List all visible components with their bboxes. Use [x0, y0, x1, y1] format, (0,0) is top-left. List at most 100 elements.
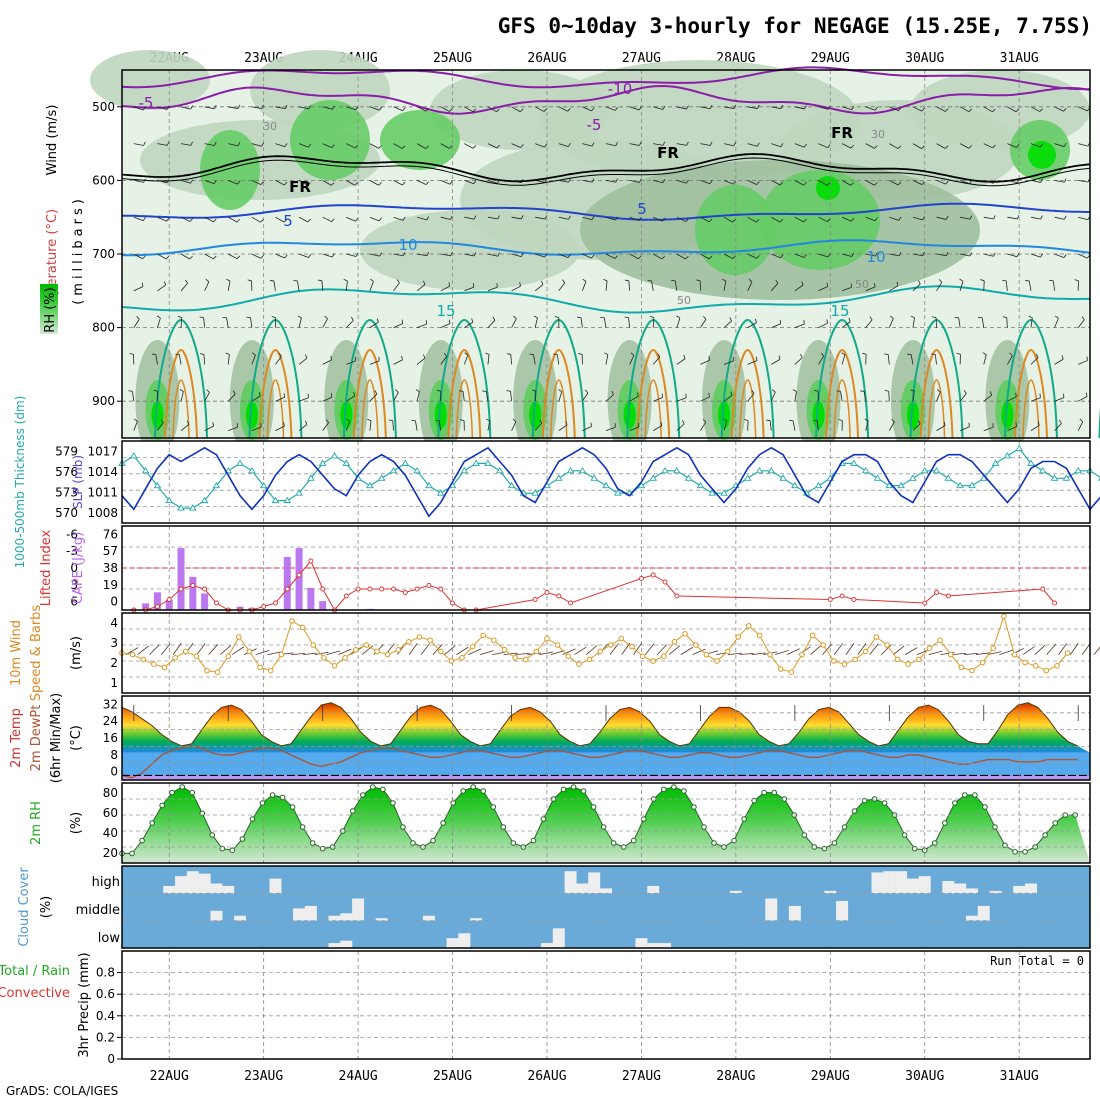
wind-barb — [298, 424, 308, 431]
wind10m-barb — [314, 651, 329, 655]
rh2m-line-marker — [500, 824, 507, 830]
wind-barb-flag — [544, 253, 548, 258]
wind10m-line-marker — [979, 659, 986, 666]
wind-barb-flag — [708, 356, 710, 361]
wind-barb-flag — [450, 251, 453, 256]
wind-barb — [889, 180, 899, 186]
rh-blob — [360, 210, 580, 290]
wind10m-line-marker — [342, 655, 348, 661]
contour-25 — [730, 348, 765, 439]
thickness-marker — [873, 474, 882, 481]
cape-series — [131, 548, 1058, 613]
wind-barb — [605, 143, 616, 147]
wind10m-barb — [609, 643, 619, 655]
wind-barb — [440, 356, 448, 365]
label-cloud-unit: (%) — [39, 896, 54, 919]
wind-barb — [464, 253, 475, 257]
lifted-index-marker — [839, 593, 845, 599]
wind-barb — [841, 143, 852, 149]
wind-barb — [605, 394, 614, 402]
thickness-marker — [767, 466, 776, 474]
thickness-marker — [271, 496, 280, 504]
wind-barb — [203, 317, 206, 328]
thickness-marker — [614, 489, 622, 496]
wind-barb-flag — [1058, 419, 1062, 424]
wind-barb-flag — [709, 180, 713, 184]
wind-barb-flag — [702, 418, 707, 423]
wind-barb — [487, 253, 498, 257]
wind-barb — [769, 420, 772, 431]
wind-barb — [510, 354, 512, 365]
wind-barb-flag — [473, 180, 477, 184]
lifted-index-marker — [273, 600, 278, 606]
wind10m-barb — [338, 648, 352, 655]
temp-tick-label: 8 — [110, 748, 118, 762]
wind-barb — [912, 317, 915, 328]
wind-barb-flag — [723, 418, 728, 422]
wind-barb-flag — [568, 178, 571, 183]
wind-barb — [440, 106, 450, 112]
wind10m-barb — [539, 651, 553, 655]
wind-barb-flag — [425, 145, 429, 149]
temp-tick-label: 0 — [110, 765, 118, 779]
wind10m-line-marker — [321, 655, 327, 661]
lifted-index-marker — [851, 597, 857, 602]
bottom-date-label: 29AUG — [811, 1069, 850, 1084]
wind10m-line-marker — [756, 632, 763, 639]
wind-barb-flag — [1040, 215, 1043, 220]
rh2m-line-marker — [530, 837, 537, 844]
cape-grid — [122, 526, 1090, 610]
top-date-label: 26AUG — [527, 51, 566, 66]
wind-barb-flag — [473, 215, 477, 220]
rh2m-line-marker — [851, 808, 858, 814]
wind-barb — [298, 106, 309, 110]
wind-barb — [747, 360, 758, 365]
cape-bar — [283, 556, 291, 610]
wind-barb-flag — [544, 143, 548, 148]
wind-barb-flag — [485, 352, 490, 355]
lifted-index-marker — [934, 590, 939, 595]
contour-20 — [154, 318, 209, 439]
wind10m-line-marker — [862, 648, 869, 655]
wind-barb-flag — [166, 141, 170, 146]
wind-barb — [1007, 106, 1017, 113]
rh2m-line-marker — [349, 808, 356, 814]
wind-barb-flag — [657, 353, 661, 358]
wind-barb — [369, 180, 379, 186]
label-lifted-index: Lifted Index — [39, 529, 54, 606]
wind-barb — [960, 180, 970, 185]
wind-barb-flag — [153, 389, 158, 392]
wind-barb-flag — [604, 352, 609, 355]
wind10m-line-marker — [310, 642, 317, 648]
wind-barb — [889, 253, 900, 257]
wind-barb-flag — [1049, 279, 1054, 282]
wind-barb — [487, 420, 491, 431]
wind-barb-flag — [800, 353, 803, 358]
wind-barb — [416, 323, 427, 328]
wind-barb — [275, 425, 285, 431]
rh2m-line-marker — [229, 847, 236, 854]
wind-barb-flag — [143, 178, 146, 183]
rh2m-line-marker — [821, 845, 828, 852]
wind-barb — [416, 284, 426, 292]
wind-barb — [912, 283, 921, 292]
contour-label: 15 — [436, 302, 455, 320]
wind-barb-flag — [305, 354, 308, 359]
wind-barb-flag — [650, 315, 655, 319]
cape-bar — [189, 576, 197, 610]
wind-barb-flag — [662, 217, 666, 222]
wind10m-line-marker — [894, 656, 901, 663]
wind10m-barb — [952, 652, 967, 655]
wind-barb-flag — [733, 142, 737, 147]
wind-barb — [133, 216, 144, 222]
wind-barb-flag — [921, 107, 925, 112]
wind-barb — [558, 424, 568, 431]
lifted-index-marker — [296, 572, 302, 578]
wind-barb-flag — [989, 391, 993, 396]
wind10m-barb — [869, 643, 879, 655]
rh2m-line-marker — [149, 820, 155, 826]
wind-barb — [464, 216, 475, 220]
wind-barb — [841, 354, 846, 365]
wind10m-barb — [1093, 646, 1100, 655]
wind-barb — [865, 253, 876, 257]
